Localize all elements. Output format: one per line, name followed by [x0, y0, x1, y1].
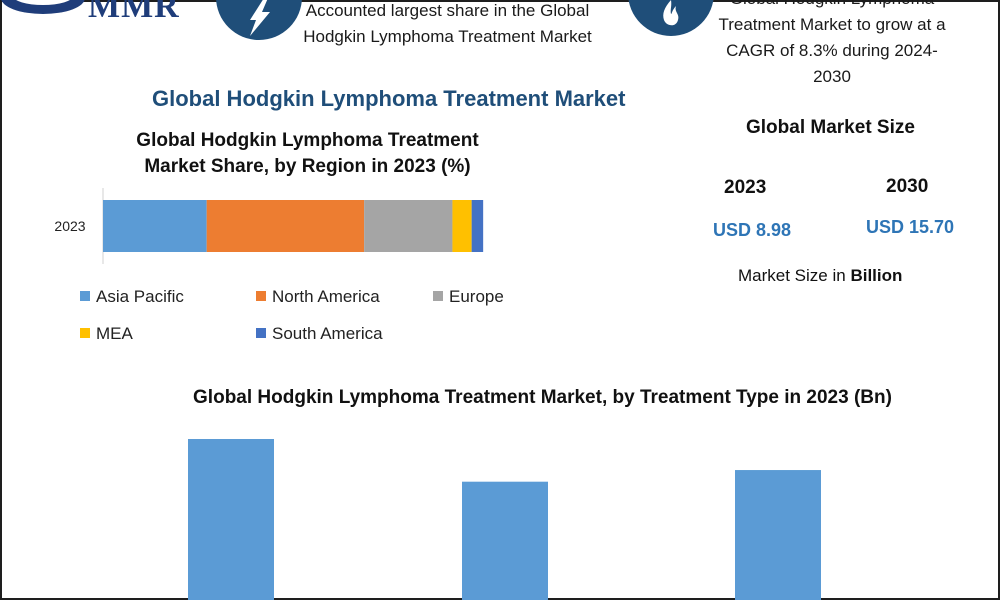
region-bar-segment-north-america: [206, 200, 365, 252]
market-size-value-2023: USD 8.98: [713, 220, 792, 240]
legend-label: North America: [272, 287, 380, 306]
market-size-note-unit: Billion: [850, 266, 903, 285]
market-size-note-prefix: Market Size in: [738, 266, 851, 285]
region-share-chart: 2023: [54, 188, 484, 264]
legend-label: MEA: [96, 324, 133, 343]
legend-swatch-south-america: [256, 328, 266, 338]
info-text-right: Global Hodgkin Lymphoma Treatment Market…: [718, 0, 946, 86]
legend-item-south-america: South America: [256, 324, 383, 344]
region-bar-segment-asia-pacific: [103, 200, 207, 252]
legend-swatch-north-america: [256, 291, 266, 301]
region-chart-category-label: 2023: [54, 218, 85, 234]
legend-swatch-asia-pacific: [80, 291, 90, 301]
lightning-bolt-icon: [216, 0, 302, 40]
treatment-type-chart: [188, 439, 821, 600]
treatment-bar-3: [735, 470, 821, 600]
region-bar-segment-south-america: [471, 200, 484, 252]
market-size-title: Global Market Size: [746, 117, 915, 138]
logo-swoosh-icon: [1, 0, 85, 14]
market-size-value-2030: USD 15.70: [866, 217, 955, 237]
region-bar-segment-europe: [364, 200, 453, 252]
legend-item-europe: Europe: [433, 287, 504, 307]
legend-item-mea: MEA: [80, 324, 133, 344]
region-bar-segment-mea: [452, 200, 472, 252]
region-chart-title: Global Hodgkin Lymphoma Treatment Market…: [136, 130, 479, 177]
legend-item-north-america: North America: [256, 287, 380, 307]
legend-label: Europe: [449, 287, 504, 306]
legend-label: Asia Pacific: [96, 287, 184, 306]
main-title: Global Hodgkin Lymphoma Treatment Market: [152, 86, 626, 111]
legend-swatch-mea: [80, 328, 90, 338]
treatment-bar-1: [188, 439, 274, 600]
flame-icon: [628, 0, 714, 36]
legend-item-asia-pacific: Asia Pacific: [80, 287, 184, 307]
legend-swatch-europe: [433, 291, 443, 301]
treatment-chart-title: Global Hodgkin Lymphoma Treatment Market…: [193, 387, 892, 408]
logo-text: MMR: [88, 0, 180, 25]
legend-label: South America: [272, 324, 383, 343]
market-size-note: Market Size in Billion: [738, 266, 902, 286]
info-text-left: Accounted largest share in the Global Ho…: [303, 1, 592, 46]
treatment-bar-2: [462, 481, 548, 600]
market-size-year-2030: 2030: [886, 176, 929, 197]
market-size-year-2023: 2023: [724, 177, 767, 198]
